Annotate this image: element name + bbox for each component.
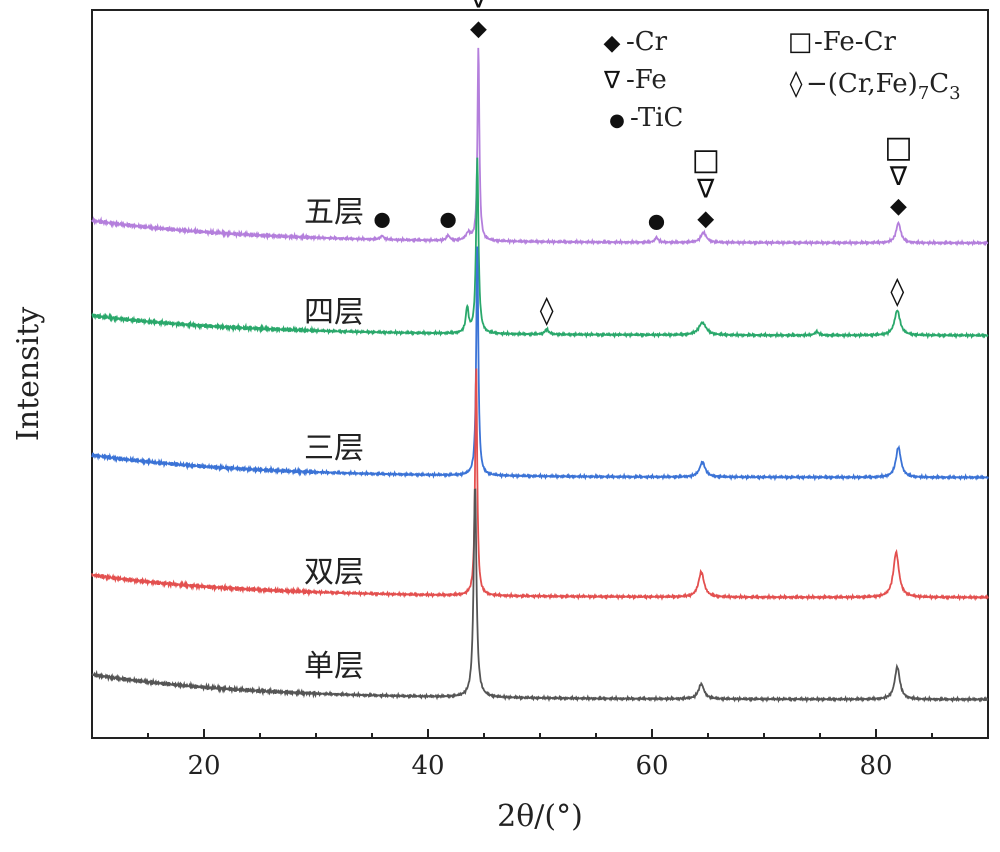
phase-marker-fe: ∇ [469,0,488,15]
legend-item-fecr: □ -Fe-Cr [788,27,897,57]
plot-frame [91,9,989,739]
series-curves [91,47,989,704]
phase-marker-fecr: □ [884,130,912,165]
x-tick-label: 20 [187,751,220,781]
phase-marker-cr: ◆ [470,17,487,42]
y-axis-title: Intensity [11,307,46,441]
phase-marker-tic: ● [373,207,390,231]
plot-border [91,9,989,739]
x-tick-label: 60 [635,751,668,781]
legend-label-cr: -Cr [626,27,668,57]
phase-marker-cr: ◆ [697,207,714,232]
x-tick-label: 40 [411,751,444,781]
legend-label-fecr: -Fe-Cr [814,27,896,57]
series-line-4 [91,368,989,602]
phase-marker-carbide: ◊ [890,274,904,307]
series-label-2: 四层 [304,295,364,330]
x-axis-title: 2θ/(°) [497,799,583,834]
legend-carbide-main: −(Cr,Fe) [806,69,918,99]
phase-marker-fe: ∇ [889,162,908,192]
legend-symbol-fe: ∇ [603,66,621,94]
phase-marker-tic: ● [648,208,665,232]
series-label-1: 五层 [304,195,364,230]
x-axis: 20 40 60 80 [91,729,989,781]
legend-item-cr: ◆ -Cr [604,27,668,57]
legend-item-tic: ● -TiC [609,103,683,133]
series-label-3: 三层 [304,431,364,466]
legend-item-fe: ∇ -Fe [603,65,667,95]
legend-symbol-cr: ◆ [604,31,621,56]
phase-marker-fe: ∇ [696,175,715,205]
legend-symbol-fecr: □ [788,27,813,57]
legend-label-tic: -TiC [630,103,683,133]
series-line-3 [91,246,989,482]
phase-marker-fecr: □ [692,143,720,178]
legend: ◆ -Cr ∇ -Fe ● -TiC □ -Fe-Cr ◊ −(Cr,Fe)7C… [603,27,961,133]
legend-carbide-sub2: 3 [949,83,960,104]
series-line-2 [91,157,989,340]
phase-marker-cr: ◆ [890,194,907,219]
series-label-5: 单层 [304,649,364,684]
x-tick-label: 80 [859,751,892,781]
legend-label-carbide: −(Cr,Fe)7C3 [806,69,961,104]
legend-symbol-tic: ● [609,110,625,131]
series-label-4: 双层 [304,555,364,590]
legend-carbide-sub1: 7 [918,83,929,104]
legend-label-fe: -Fe [626,65,667,95]
series-line-5 [91,488,989,704]
legend-symbol-carbide: ◊ [790,69,803,99]
series-line-1 [91,47,989,247]
legend-item-carbide: ◊ −(Cr,Fe)7C3 [790,69,961,104]
legend-carbide-mid: C [929,69,949,99]
phase-markers: ●●◆∇□◊●◆∇□◆∇□◊◊ [373,0,912,326]
phase-marker-tic: ● [439,206,456,230]
phase-marker-carbide: ◊ [540,293,554,326]
